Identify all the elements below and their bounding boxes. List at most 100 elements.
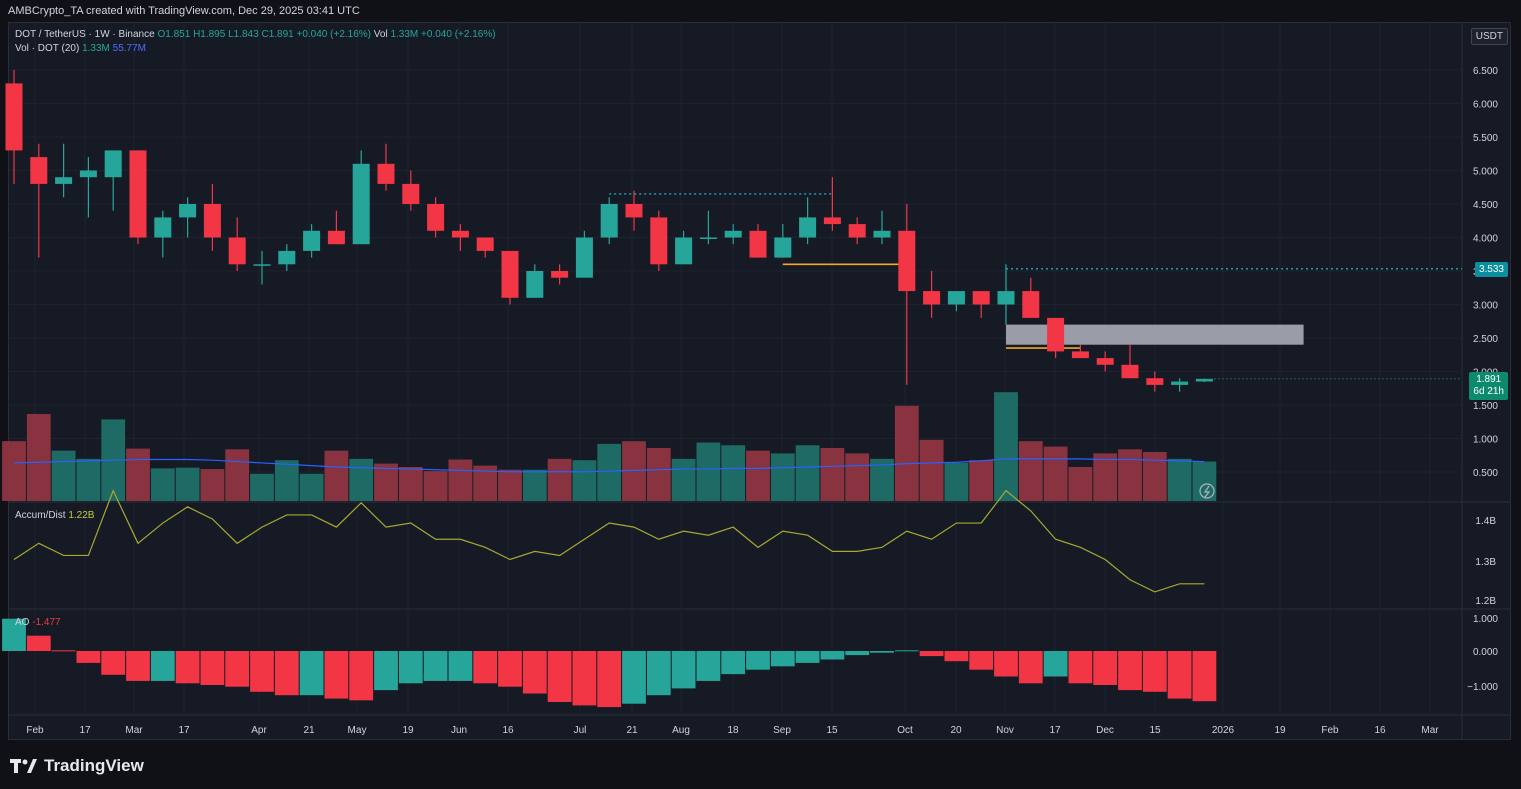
candle-body bbox=[55, 177, 73, 184]
ad-legend: Accum/Dist 1.22B bbox=[15, 510, 94, 521]
ao-axis-label: 1.000 bbox=[1473, 614, 1498, 625]
time-axis-label: Jun bbox=[451, 725, 467, 736]
ao-bar bbox=[76, 651, 101, 663]
volume-bar bbox=[349, 458, 374, 501]
time-axis-label: 15 bbox=[826, 725, 838, 736]
footer-brand: TradingView bbox=[10, 756, 144, 776]
ao-bar bbox=[894, 650, 919, 652]
ao-label: AO bbox=[15, 617, 30, 628]
ao-bar bbox=[1167, 651, 1192, 699]
candle-body bbox=[823, 217, 841, 225]
price-axis-label: 6.000 bbox=[1473, 100, 1498, 111]
candle-body bbox=[501, 250, 519, 298]
time-axis-label: Feb bbox=[1321, 725, 1339, 736]
volume-bar bbox=[1118, 449, 1142, 501]
time-axis-label: Mar bbox=[125, 725, 143, 736]
candle-body bbox=[1121, 364, 1139, 379]
ao-bar bbox=[398, 651, 423, 684]
volume-bar bbox=[324, 450, 349, 501]
currency-button[interactable]: USDT bbox=[1470, 28, 1508, 45]
candle-body bbox=[650, 217, 668, 265]
ao-bar bbox=[1192, 651, 1217, 702]
volume-bar bbox=[51, 450, 76, 501]
volume-bar bbox=[150, 468, 175, 501]
volume-bar bbox=[572, 460, 597, 501]
price-axis-label: 0.500 bbox=[1473, 468, 1498, 479]
vol-label: Vol bbox=[373, 29, 388, 40]
candle-body bbox=[600, 204, 618, 238]
ao-bar bbox=[721, 651, 746, 675]
volume-bar bbox=[1093, 453, 1118, 501]
time-axis-label: 19 bbox=[1274, 725, 1286, 736]
vol-ma-value-1: 1.33M bbox=[82, 43, 110, 54]
price-axis-label: 6.500 bbox=[1473, 66, 1498, 77]
volume-bar bbox=[299, 473, 324, 501]
resistance-zone bbox=[1006, 324, 1304, 345]
ao-bar bbox=[473, 651, 498, 684]
ao-bar bbox=[51, 650, 76, 652]
ao-bar bbox=[150, 651, 175, 681]
accum-dist-line bbox=[13, 489, 1205, 593]
ao-bar bbox=[671, 651, 696, 689]
volume-bar bbox=[795, 445, 820, 501]
candle-body bbox=[1171, 381, 1189, 385]
candle-body bbox=[1022, 291, 1040, 318]
ao-bar bbox=[2, 618, 26, 651]
time-axis-label: Dec bbox=[1096, 725, 1114, 736]
ohlc-open: O1.851 bbox=[157, 29, 191, 40]
ao-bar bbox=[274, 651, 299, 696]
volume-bar bbox=[498, 469, 522, 501]
price-axis-label: 5.000 bbox=[1473, 167, 1498, 178]
candle-body bbox=[749, 230, 767, 258]
ao-bar bbox=[1093, 651, 1118, 685]
candle-body bbox=[873, 230, 891, 238]
candle-body bbox=[1195, 378, 1213, 382]
bar-countdown: 6d 21h bbox=[1473, 386, 1504, 397]
time-axis-label: Mar bbox=[1421, 725, 1439, 736]
ao-bar bbox=[522, 651, 547, 694]
ao-legend: AO -1.477 bbox=[15, 617, 61, 628]
price-axis-label: 5.500 bbox=[1473, 133, 1498, 144]
candle-body bbox=[923, 291, 941, 305]
volume-ma-line bbox=[13, 458, 1205, 473]
time-axis-label: 16 bbox=[1374, 725, 1386, 736]
volume-bar bbox=[671, 458, 696, 501]
volume-bar bbox=[721, 445, 746, 501]
time-axis-label: Oct bbox=[897, 725, 913, 736]
price-axis-label: 1.000 bbox=[1473, 435, 1498, 446]
candle-body bbox=[799, 217, 817, 238]
ao-bar bbox=[1018, 651, 1043, 684]
ao-bar bbox=[423, 651, 448, 681]
ao-bar bbox=[597, 651, 622, 708]
candle-body bbox=[699, 237, 717, 239]
volume-bar bbox=[1192, 461, 1217, 501]
ao-bar bbox=[349, 651, 374, 701]
candle-body bbox=[476, 237, 494, 251]
ohlc-close: C1.891 bbox=[261, 29, 294, 40]
candle-body bbox=[724, 230, 742, 238]
ao-bar bbox=[200, 651, 225, 685]
volume-bar bbox=[225, 449, 250, 501]
candle-body bbox=[1047, 317, 1065, 352]
candle-body bbox=[203, 204, 221, 238]
volume-bar bbox=[1068, 467, 1093, 501]
volume-bar bbox=[374, 463, 398, 501]
ao-bar bbox=[646, 651, 671, 696]
candle-body bbox=[30, 157, 48, 184]
ao-bar bbox=[845, 651, 870, 656]
candle-body bbox=[129, 150, 147, 238]
ao-bar bbox=[175, 651, 200, 684]
volume-bar bbox=[2, 441, 26, 501]
candle-body bbox=[79, 170, 97, 178]
volume-bar bbox=[870, 458, 894, 501]
volume-bar bbox=[944, 462, 969, 501]
ao-bar bbox=[26, 635, 51, 651]
price-axis-label: 3.000 bbox=[1473, 301, 1498, 312]
vol-ma-label: Vol · DOT (20) bbox=[15, 43, 80, 54]
volume-bar bbox=[1142, 452, 1167, 501]
ad-label: Accum/Dist bbox=[15, 510, 66, 521]
ad-axis-label: 1.2B bbox=[1475, 596, 1496, 607]
ao-value: -1.477 bbox=[32, 617, 61, 628]
volume-bar bbox=[1167, 458, 1192, 501]
